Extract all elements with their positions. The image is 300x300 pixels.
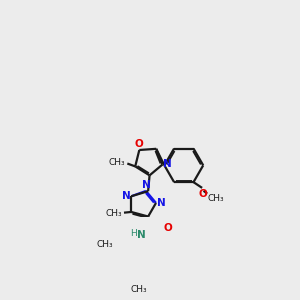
Text: CH₃: CH₃ — [105, 209, 122, 218]
Text: N: N — [122, 191, 130, 201]
Text: N: N — [163, 160, 172, 170]
Text: N: N — [157, 198, 166, 208]
Text: CH₃: CH₃ — [208, 194, 224, 202]
Text: CH₃: CH₃ — [97, 240, 113, 249]
Text: CH₃: CH₃ — [130, 285, 147, 294]
Text: O: O — [199, 189, 207, 199]
Text: N: N — [136, 230, 145, 240]
Text: O: O — [135, 139, 144, 149]
Text: O: O — [164, 223, 173, 233]
Text: CH₃: CH₃ — [109, 158, 125, 166]
Text: H: H — [130, 229, 136, 238]
Text: N: N — [142, 180, 150, 190]
